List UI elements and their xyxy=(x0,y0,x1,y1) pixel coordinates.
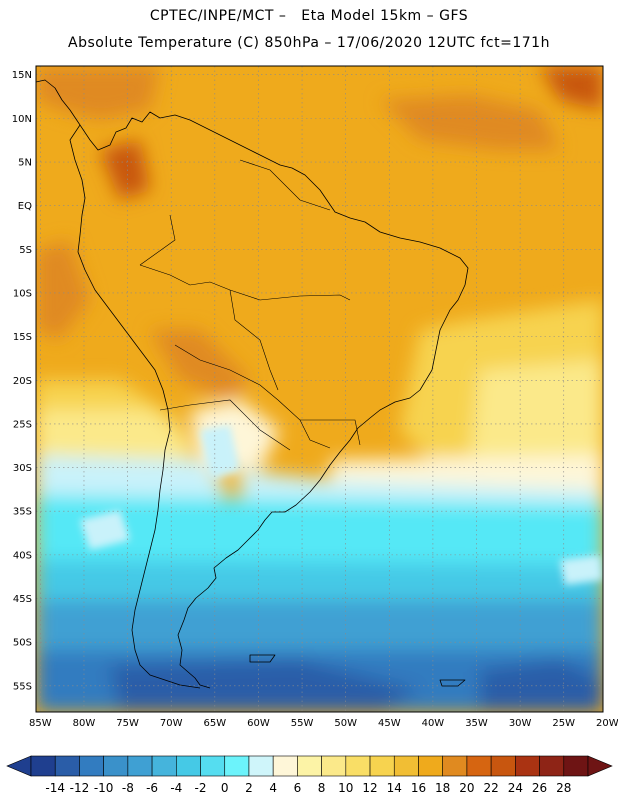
coastlines xyxy=(36,79,469,689)
colorbar-swatch xyxy=(539,755,565,777)
colorbar-swatch xyxy=(297,755,322,777)
longitude-label: 60W xyxy=(247,718,270,729)
longitude-label: 80W xyxy=(73,718,96,729)
longitude-label: 20W xyxy=(596,718,618,729)
colorbar-swatch xyxy=(321,755,347,777)
latitude-label: 30S xyxy=(13,463,32,474)
longitude-label: 70W xyxy=(160,718,183,729)
colorbar-tick-label: 2 xyxy=(245,781,253,795)
map-frame xyxy=(35,65,604,713)
latitude-label: 55S xyxy=(13,681,32,692)
colorbar-tick-label: -2 xyxy=(195,781,207,795)
longitude-label: 35W xyxy=(465,718,488,729)
colorbar-tick-label: 28 xyxy=(556,781,571,795)
latitude-label: 15N xyxy=(12,70,32,81)
colorbar-high-arrow xyxy=(587,755,613,777)
colorbar-labels: -14 -12 -10 -8 -6 -4 -2 0 2 4 6 8 10 12 14 16 18 20 22 24 26… xyxy=(45,781,571,795)
colorbar-swatch xyxy=(490,755,516,777)
colorbar-swatch xyxy=(345,755,371,777)
colorbar-swatch xyxy=(563,755,589,777)
colorbar xyxy=(6,755,613,777)
colorbar-tick-label: 22 xyxy=(483,781,498,795)
colorbar-tick-label: 4 xyxy=(269,781,277,795)
colorbar-swatch xyxy=(224,755,250,777)
colorbar-swatch xyxy=(151,755,177,777)
colorbar-tick-label: 18 xyxy=(435,781,450,795)
colorbar-tick-label: 24 xyxy=(508,781,523,795)
latitude-label: 40S xyxy=(13,550,32,561)
colorbar-tick-label: -14 xyxy=(45,781,65,795)
colorbar-tick-label: -12 xyxy=(70,781,90,795)
colorbar-tick-label: -8 xyxy=(122,781,134,795)
latitude-label: 15S xyxy=(13,332,32,343)
latitude-label: 35S xyxy=(13,507,32,518)
latitude-label: 10S xyxy=(13,288,32,299)
longitude-label: 30W xyxy=(509,718,532,729)
colorbar-swatch xyxy=(442,755,468,777)
colorbar-tick-label: -4 xyxy=(170,781,182,795)
colorbar-tick-label: 14 xyxy=(387,781,402,795)
colorbar-swatch xyxy=(79,755,104,777)
latitude-label: 50S xyxy=(13,638,32,649)
colorbar-swatch xyxy=(393,755,419,777)
longitude-label: 45W xyxy=(378,718,401,729)
colorbar-swatch xyxy=(176,755,201,777)
colorbar-swatch xyxy=(200,755,226,777)
longitude-labels: 85W 80W 75W 70W 65W 60W 55W 50W 45W 40W 35W 30W 25W 2… xyxy=(29,718,618,729)
latitude-label: 25S xyxy=(13,419,32,430)
colorbar-swatch xyxy=(54,755,80,777)
latitude-label: 5N xyxy=(18,158,32,169)
colorbar-swatch xyxy=(418,755,443,777)
colorbar-swatch xyxy=(103,755,129,777)
longitude-label: 25W xyxy=(552,718,575,729)
longitude-label: 75W xyxy=(116,718,139,729)
latitude-label: 45S xyxy=(13,594,32,605)
colorbar-tick-label: 8 xyxy=(318,781,326,795)
colorbar-tick-label: -10 xyxy=(94,781,114,795)
longitude-label: 40W xyxy=(422,718,445,729)
colorbar-tick-label: 6 xyxy=(294,781,302,795)
colorbar-swatch xyxy=(127,755,153,777)
colorbar-tick-label: 10 xyxy=(338,781,353,795)
longitude-label: 55W xyxy=(291,718,314,729)
longitude-label: 50W xyxy=(334,718,357,729)
latitude-label: 20S xyxy=(13,376,32,387)
country-borders xyxy=(139,159,361,451)
colorbar-swatch xyxy=(30,755,56,777)
colorbar-tick-label: 12 xyxy=(362,781,377,795)
colorbar-tick-label: 20 xyxy=(459,781,474,795)
temperature-field xyxy=(36,66,603,712)
colorbar-swatch xyxy=(248,755,274,777)
colorbar-tick-label: 16 xyxy=(411,781,426,795)
colorbar-swatch xyxy=(369,755,395,777)
longitude-label: 85W xyxy=(29,718,52,729)
colorbar-tick-label: -6 xyxy=(146,781,158,795)
latitude-label: 5S xyxy=(19,245,32,256)
map-title-line1: CPTEC/INPE/MCT – Eta Model 15km – GFS xyxy=(149,8,469,24)
colorbar-swatch xyxy=(515,755,540,777)
colorbar-low-arrow xyxy=(6,755,32,777)
map-title-line2: Absolute Temperature (C) 850hPa – 17/06/… xyxy=(68,35,550,51)
latitude-label: EQ xyxy=(18,201,32,212)
latitude-label: 10N xyxy=(12,114,32,125)
longitude-label: 65W xyxy=(204,718,227,729)
colorbar-swatch xyxy=(272,755,298,777)
latitude-labels: 15N 10N 5N EQ 5S 10S 15S 20S 25S 30S 35S 40S 45S 50S 5… xyxy=(12,70,32,692)
colorbar-tick-label: 26 xyxy=(532,781,547,795)
map-gridlines xyxy=(36,66,603,712)
colorbar-tick-label: 0 xyxy=(221,781,229,795)
colorbar-swatch xyxy=(466,755,492,777)
